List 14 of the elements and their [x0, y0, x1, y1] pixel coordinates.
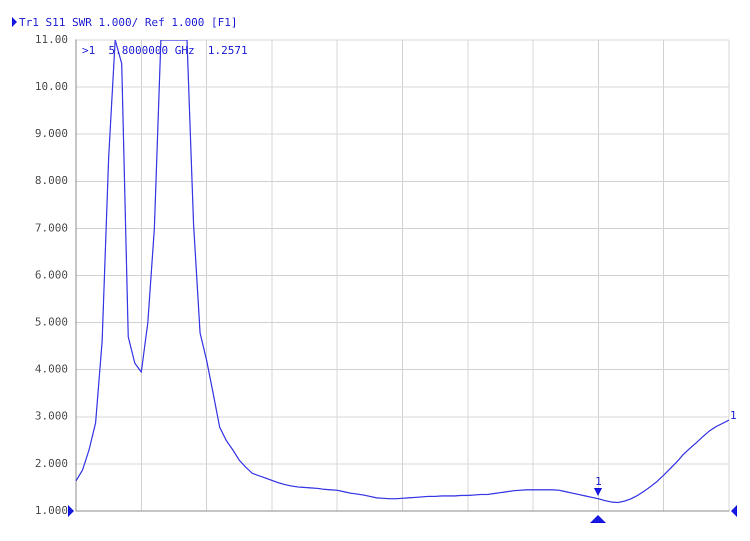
chart-title: Tr1 S11 SWR 1.000/ Ref 1.000 [F1]: [19, 16, 238, 29]
y-tick-label: 7.000: [34, 221, 68, 234]
y-tick-label: 6.000: [34, 268, 68, 282]
y-tick-label: 1.000: [34, 504, 68, 517]
y-tick-label: 10.00: [34, 80, 68, 93]
y-tick-label: 3.000: [34, 410, 68, 423]
y-tick-label: 4.000: [34, 362, 68, 376]
y-tick-label: 11.00: [34, 32, 68, 46]
y-tick-label: 2.000: [34, 456, 68, 470]
y-tick-label: 8.000: [34, 174, 68, 188]
y-tick-label: 5.000: [34, 315, 68, 328]
y-tick-label: 9.000: [34, 127, 68, 140]
annotation: 1: [595, 474, 602, 488]
text: 1: [730, 409, 737, 422]
